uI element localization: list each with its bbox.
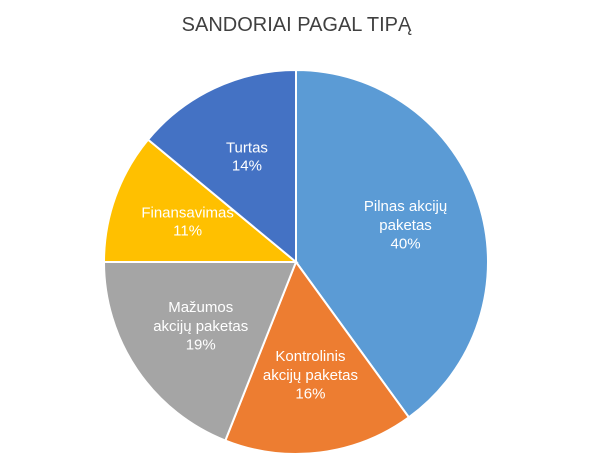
- chart-title: SANDORIAI PAGAL TIPĄ: [181, 14, 412, 36]
- slice-label: Mažumos akcijų paketas: [153, 298, 249, 335]
- slice-value: 16%: [295, 385, 326, 403]
- slice-value: 14%: [231, 157, 262, 175]
- pie-slice: [295, 68, 489, 419]
- slice-value: 40%: [390, 235, 421, 253]
- pie-slice: [146, 68, 297, 265]
- slice-label: Pilnas akcijų paketas: [363, 198, 448, 235]
- pie-slice: [102, 138, 299, 263]
- slice-label: Finansavimas: [141, 204, 234, 222]
- pie-slice: [224, 259, 411, 455]
- slice-label: Kontrolinis akcijų paketas: [262, 348, 358, 385]
- slice-value: 19%: [185, 336, 216, 354]
- pie-slice: [102, 261, 298, 442]
- slice-label: Turtas: [225, 139, 268, 157]
- slice-value: 11%: [173, 222, 203, 240]
